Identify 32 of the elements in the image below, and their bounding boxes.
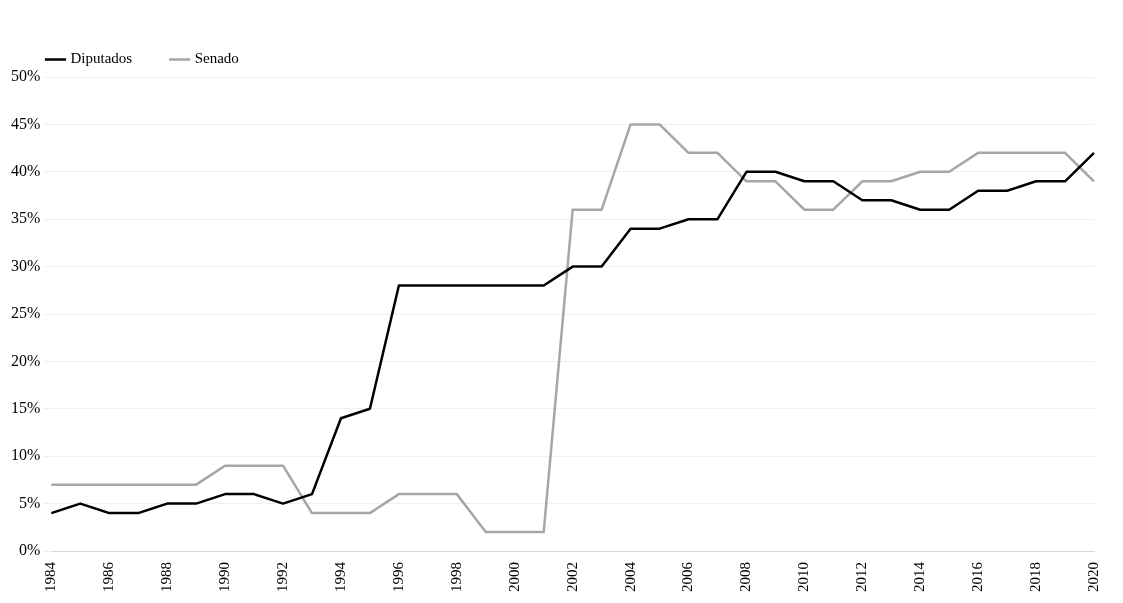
y-tick-label: 40% [11, 162, 41, 179]
y-tick-label: 50% [11, 67, 41, 85]
y-tick-label: 20% [11, 351, 41, 369]
x-tick-label: 2020 [1084, 562, 1101, 592]
x-tick-label: 1990 [216, 562, 233, 592]
y-tick-label: 25% [11, 304, 41, 322]
legend-label: Diputados [70, 50, 133, 67]
y-tick-label: 15% [11, 399, 41, 416]
x-tick-label: 1988 [158, 562, 175, 592]
x-tick-label: 2006 [679, 561, 696, 592]
y-tick-label: 35% [11, 209, 41, 227]
x-tick-label: 2008 [737, 562, 754, 592]
x-tick-label: 2018 [1027, 562, 1044, 592]
x-tick-label: 2002 [563, 562, 580, 592]
x-tick-label: 1998 [447, 562, 464, 592]
x-tick-label: 2010 [795, 562, 812, 592]
y-tick-label: 5% [19, 493, 41, 511]
x-tick-label: 1986 [100, 561, 117, 592]
x-tick-label: 2014 [911, 561, 928, 592]
x-tick-label: 1994 [331, 561, 348, 592]
x-tick-label: 1984 [42, 561, 59, 592]
x-tick-label: 2016 [969, 561, 986, 592]
x-tick-label: 1996 [389, 561, 406, 592]
y-tick-label: 0% [19, 541, 41, 559]
y-tick-label: 45% [11, 114, 41, 132]
x-tick-label: 2004 [621, 561, 638, 592]
x-tick-label: 1992 [273, 562, 290, 592]
y-tick-label: 30% [11, 256, 41, 274]
legend-label: Senado [194, 50, 239, 67]
x-tick-label: 2012 [853, 562, 870, 592]
y-tick-label: 10% [11, 446, 41, 464]
x-tick-label: 2000 [505, 562, 522, 592]
